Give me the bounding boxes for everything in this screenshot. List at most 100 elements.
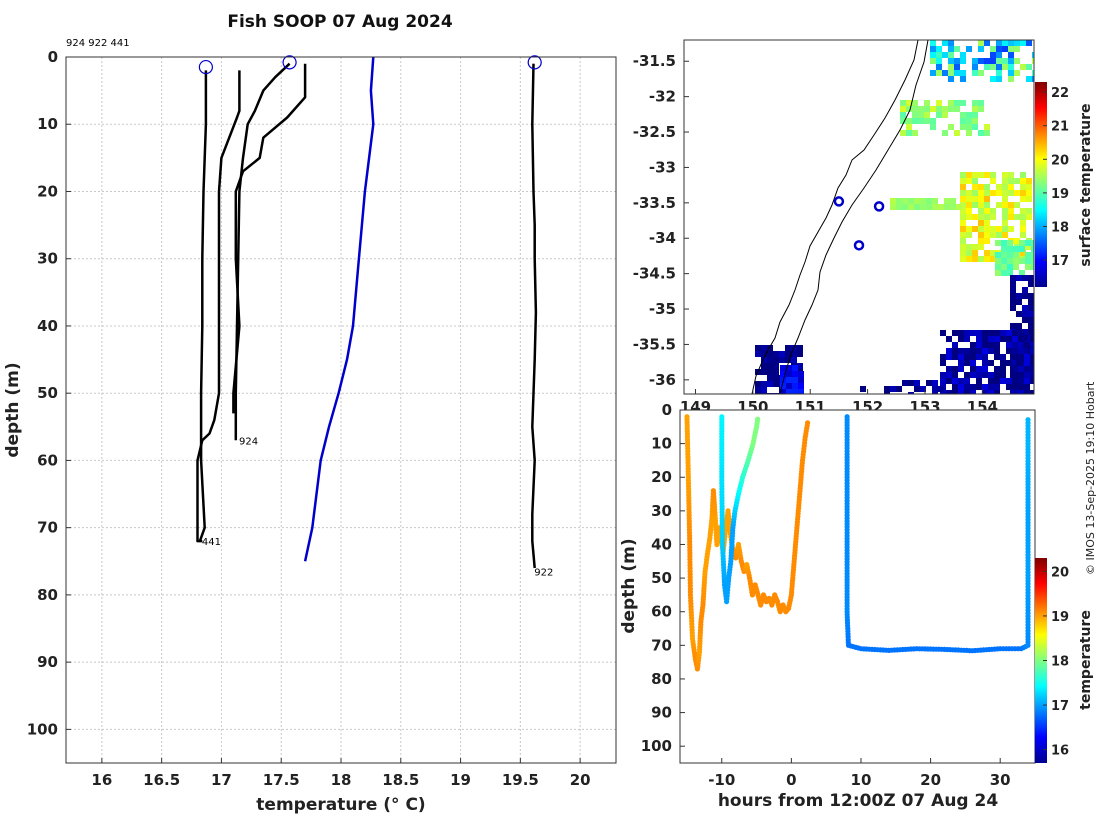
map-sst-cell [990, 226, 996, 232]
map-sst-cell [948, 58, 954, 64]
map-sst-cell [960, 232, 966, 238]
map-sst-cell [1002, 190, 1008, 196]
map-sst-cell [767, 381, 773, 387]
map-sst-cell [1007, 252, 1013, 258]
map-sst-cell [970, 348, 976, 354]
map-sst-cell [972, 184, 978, 190]
map-sst-cell [930, 70, 936, 76]
map-sst-cell [918, 106, 924, 112]
map-sst-cell [767, 375, 773, 381]
map-sst-cell [970, 366, 976, 372]
map-sst-cell [896, 386, 902, 392]
map-sst-cell [984, 172, 990, 178]
map-sst-cell [773, 369, 779, 375]
map-sst-cell [964, 348, 970, 354]
map-sst-cell [797, 363, 803, 369]
track-x-tick-label: 0 [786, 771, 796, 789]
map-sst-cell [990, 172, 996, 178]
map-sst-cell [984, 130, 990, 136]
map-sst-cell [972, 214, 978, 220]
map-sst-cell [984, 238, 990, 244]
map-sst-cell [936, 58, 942, 64]
map-sst-cell [972, 58, 978, 64]
map-sst-cell [990, 58, 996, 64]
map-sst-cell [1002, 40, 1008, 46]
map-sst-cell [1028, 299, 1034, 305]
map-sst-cell [1022, 311, 1028, 317]
map-sst-cell [792, 377, 798, 383]
map-sst-cell [954, 106, 960, 112]
map-sst-cell [1006, 336, 1012, 342]
map-sst-cell [984, 124, 990, 130]
map-sst-cell [786, 371, 792, 377]
map-sst-cell [942, 106, 948, 112]
map-sst-cell [1000, 330, 1006, 336]
map-sst-cell [1014, 40, 1020, 46]
map-colorbar-ticks: 17 18 19 20 21 22 [1043, 86, 1069, 269]
map-sst-cell [906, 100, 912, 106]
map-sst-cell [779, 357, 785, 363]
map-sst-cell [982, 354, 988, 360]
map-sst-cell [900, 118, 906, 124]
map-sst-cell [1002, 178, 1008, 184]
map-sst-cell [1020, 64, 1026, 70]
map-sst-cell [1028, 305, 1034, 311]
map-sst-cell [984, 184, 990, 190]
map-sst-cell [1008, 58, 1014, 64]
map-sst-cell [994, 336, 1000, 342]
map-sst-cell [1012, 372, 1018, 378]
map-sst-cell [1000, 354, 1006, 360]
vessel-ids: 924 922 441 [66, 38, 130, 49]
map-sst-cell [984, 190, 990, 196]
map-sst-cell [978, 130, 984, 136]
map-sst-cell [1028, 275, 1034, 281]
map-sst-cell [755, 387, 761, 393]
map-sst-cell [1012, 330, 1018, 336]
map-sst-cell [978, 214, 984, 220]
map-sst-cell [940, 378, 946, 384]
map-sst-cell [1010, 275, 1016, 281]
map-colorbar-tick-label: 22 [1051, 86, 1069, 101]
map-sst-cell [984, 208, 990, 214]
map-sst-cell [984, 214, 990, 220]
map-sst-cell [946, 354, 952, 360]
map-sst-cell [1020, 220, 1026, 226]
map-sst-cell [1008, 226, 1014, 232]
map-sst-cell [1006, 348, 1012, 354]
map-sst-cell [952, 366, 958, 372]
map-sst-cell [972, 172, 978, 178]
map-sst-cell [792, 371, 798, 377]
map-sst-cell [767, 363, 773, 369]
map-sst-cell [1025, 264, 1031, 270]
map-sst-cell [786, 365, 792, 371]
profile-x-tick-label: 19 [450, 771, 471, 789]
map-sst-cell [1028, 281, 1034, 287]
profile-plot: 16 16.5 17 17.5 18 18.5 19 19.5 20 0 10 20 30 40 50 60 7… [3, 48, 617, 815]
map-sst-cell [944, 198, 950, 204]
map-sst-cell [1020, 196, 1026, 202]
map-sst-cell [964, 330, 970, 336]
map-sst-cell [978, 232, 984, 238]
map-lat-tick-label: -34.5 [633, 265, 676, 283]
map-sst-cell [890, 204, 896, 210]
map-sst-cell [966, 124, 972, 130]
map-sst-cell [1002, 214, 1008, 220]
profile-y-label: depth (m) [3, 362, 23, 457]
map-sst-cell [984, 40, 990, 46]
profile-x-tick-label: 17 [211, 771, 232, 789]
map-sst-cell [1018, 384, 1024, 390]
map-sst-cell [942, 52, 948, 58]
map-sst-cell [798, 383, 804, 389]
map-sst-cell [958, 330, 964, 336]
map-sst-cell [990, 214, 996, 220]
map-sst-cell [926, 380, 932, 386]
map-sst-cell [994, 390, 1000, 394]
profile-line-922 [531, 63, 538, 569]
map-sst-cell [1000, 336, 1006, 342]
map-sst-cell [930, 46, 936, 52]
map-sst-cell [914, 380, 920, 386]
map-sst-cell [952, 378, 958, 384]
map-sst-cell [900, 130, 906, 136]
map-sst-cell [1031, 252, 1034, 258]
profile-id-label: 924 [239, 436, 258, 447]
